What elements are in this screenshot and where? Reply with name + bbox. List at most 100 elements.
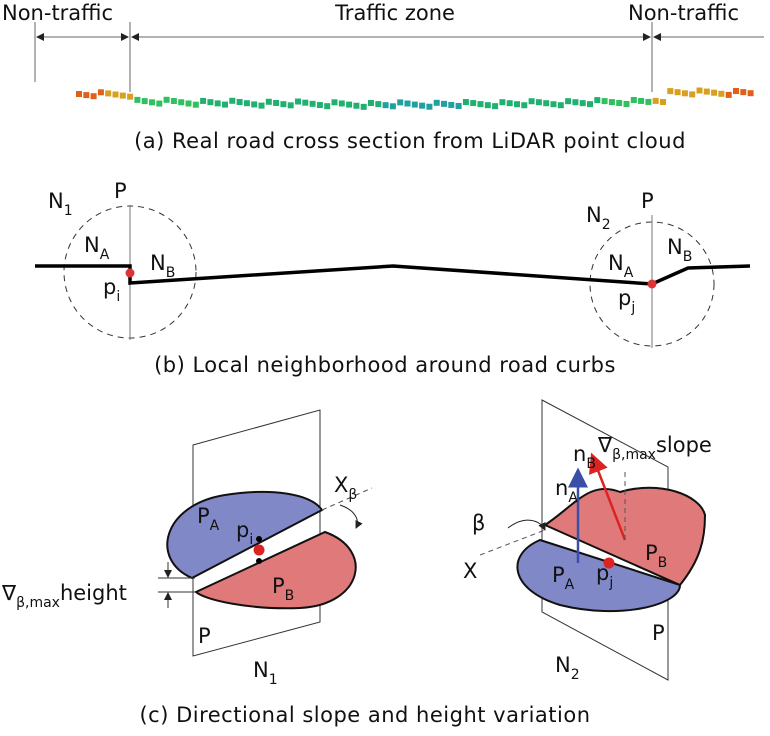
- lidar-point: [609, 99, 615, 105]
- lidar-point: [98, 89, 104, 95]
- road-profile: [35, 266, 750, 284]
- lidar-point: [186, 100, 192, 106]
- lidar-point: [317, 102, 323, 108]
- label-main: P: [197, 504, 210, 528]
- lidar-point: [689, 91, 695, 97]
- label: P: [641, 189, 654, 213]
- label: N1: [253, 658, 278, 688]
- label-main: P: [652, 621, 665, 645]
- label-main: p: [618, 286, 631, 310]
- lidar-point: [244, 100, 250, 106]
- lidar-point: [470, 100, 476, 106]
- lidar-point: [83, 92, 89, 98]
- lidar-point: [361, 104, 367, 110]
- label-main: p: [596, 561, 609, 585]
- lidar-point: [631, 97, 637, 103]
- label-main: β: [472, 511, 485, 535]
- lidar-point: [507, 100, 513, 106]
- lidar-point: [478, 101, 484, 107]
- figure: Non-traffic Traffic zone Non-traffic (a)…: [0, 0, 770, 736]
- label-main: P: [272, 574, 285, 598]
- lidar-point: [521, 102, 527, 108]
- label-sub: 2: [602, 217, 611, 233]
- lidar-point: [653, 98, 659, 104]
- lidar-point: [229, 98, 235, 104]
- lidar-point: [383, 102, 389, 108]
- lidar-point: [748, 90, 754, 96]
- lidar-point: [310, 101, 316, 107]
- caption: (c) Directional slope and height variati…: [139, 703, 590, 727]
- label-sub: A: [624, 265, 634, 281]
- lidar-point: [529, 98, 535, 104]
- lidar-point: [273, 100, 279, 106]
- lidar-point: [193, 102, 199, 108]
- label-sub: β,max: [612, 447, 656, 463]
- label-sub: A: [100, 247, 110, 263]
- lidar-point: [492, 103, 498, 109]
- label-sub: 1: [64, 203, 73, 219]
- label-sub: 2: [571, 667, 580, 683]
- label: X: [463, 559, 477, 583]
- label-main: N: [48, 189, 64, 213]
- label-main: N: [150, 251, 166, 275]
- lidar-point: [375, 101, 381, 107]
- label-sub: B: [658, 555, 668, 571]
- lidar-point: [412, 102, 418, 108]
- label: Xβ: [334, 473, 357, 503]
- label-after: height: [60, 581, 127, 605]
- lidar-point: [704, 89, 710, 95]
- label: ∇β,maxheight: [1, 581, 127, 611]
- lidar-point: [536, 99, 542, 105]
- lidar-point: [602, 98, 608, 104]
- label: pi: [103, 275, 120, 305]
- label-main: P: [645, 541, 658, 565]
- label: P: [652, 621, 665, 645]
- lidar-point: [237, 99, 243, 105]
- lidar-point: [390, 103, 396, 109]
- lidar-point: [288, 102, 294, 108]
- label-sub: j: [630, 300, 635, 316]
- lidar-point: [397, 99, 403, 105]
- label-main: N: [253, 658, 269, 682]
- lidar-point: [624, 101, 630, 107]
- caption: (a) Real road cross section from LiDAR p…: [134, 129, 686, 153]
- label: P: [198, 624, 211, 648]
- label-sub: β: [348, 487, 357, 503]
- lidar-point: [91, 93, 97, 99]
- label-sub: B: [166, 265, 176, 281]
- lidar-point: [259, 103, 265, 109]
- lidar-point: [105, 90, 111, 96]
- lidar-point: [149, 99, 155, 105]
- label-main: P: [552, 563, 565, 587]
- label: NB: [150, 251, 175, 281]
- label: β: [472, 511, 485, 535]
- panel-a: [35, 22, 764, 92]
- point: [256, 558, 262, 564]
- label-sub: i: [249, 532, 253, 548]
- lidar-point: [441, 101, 447, 107]
- caption: (b) Local neighborhood around road curbs: [154, 353, 616, 377]
- label-sub: A: [568, 490, 578, 506]
- lidar-point: [485, 102, 491, 108]
- label-after: slope: [656, 433, 712, 457]
- label-sub: B: [586, 456, 596, 472]
- label-main: n: [573, 442, 586, 466]
- lidar-point: [740, 89, 746, 95]
- label-sub: B: [683, 249, 693, 265]
- label-sub: j: [608, 575, 613, 591]
- lidar-point: [660, 99, 666, 105]
- lidar-point: [667, 88, 673, 94]
- lidar-point: [645, 99, 651, 105]
- lidar-point: [580, 100, 586, 106]
- label: P: [114, 179, 127, 203]
- label-main: P: [114, 179, 127, 203]
- label: NB: [667, 235, 692, 265]
- angle-arrow: [508, 520, 545, 530]
- label-sub: i: [116, 289, 120, 305]
- zone-label: Non-traffic: [628, 1, 739, 25]
- label-main: X: [334, 473, 348, 497]
- lidar-point: [558, 102, 564, 108]
- lidar-point: [551, 101, 557, 107]
- point: [254, 545, 265, 556]
- label-main: N: [84, 233, 100, 257]
